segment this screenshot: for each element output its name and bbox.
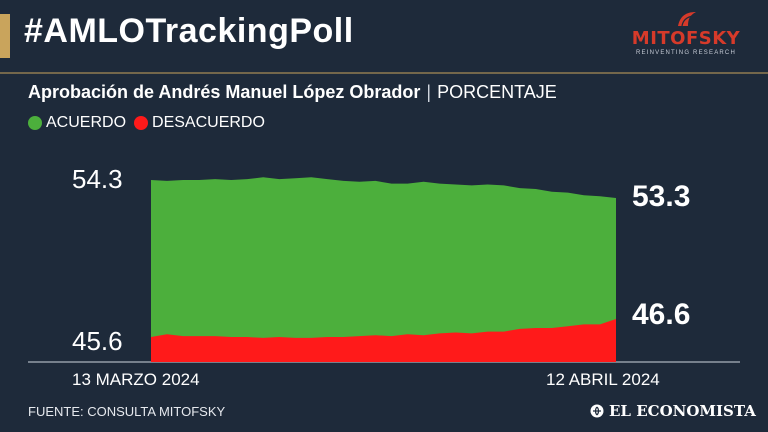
page-title: #AMLOTrackingPoll bbox=[24, 12, 354, 50]
chart-areas bbox=[151, 177, 616, 362]
x-start-label: 13 MARZO 2024 bbox=[72, 370, 200, 389]
y-bottom-label: 45.6 bbox=[72, 326, 123, 356]
el-economista-icon bbox=[590, 404, 604, 418]
end-value-desacuerdo: 46.6 bbox=[632, 298, 691, 331]
x-end-label: 12 ABRIL 2024 bbox=[546, 370, 660, 389]
legend-item-acuerdo: ACUERDO bbox=[28, 114, 126, 132]
legend-item-desacuerdo: DESACUERDO bbox=[134, 114, 265, 132]
subtitle-separator: | bbox=[426, 82, 432, 102]
mitofsky-logo: MITOFSKY REINVENTING RESEARCH bbox=[624, 10, 748, 62]
area-acuerdo bbox=[151, 177, 616, 362]
source-note: FUENTE: CONSULTA MITOFSKY bbox=[28, 404, 226, 419]
brand-text: EL ECONOMISTA bbox=[609, 402, 756, 420]
subtitle-main: Aprobación de Andrés Manuel López Obrado… bbox=[28, 82, 421, 102]
mitofsky-mark-icon bbox=[678, 12, 696, 27]
legend-dot-desacuerdo bbox=[134, 116, 149, 130]
legend-dot-acuerdo bbox=[28, 116, 42, 130]
legend-label-acuerdo: ACUERDO bbox=[46, 114, 127, 131]
header-divider bbox=[0, 72, 768, 74]
logo-text: MITOFSKY bbox=[631, 28, 741, 49]
legend: ACUERDO DESACUERDO bbox=[28, 114, 273, 132]
el-economista-brand: EL ECONOMISTA bbox=[590, 402, 756, 420]
chart-subtitle: Aprobación de Andrés Manuel López Obrado… bbox=[28, 82, 557, 103]
legend-label-desacuerdo: DESACUERDO bbox=[152, 114, 265, 131]
logo-tagline: REINVENTING RESEARCH bbox=[635, 50, 736, 56]
accent-bar bbox=[0, 14, 10, 58]
end-value-acuerdo: 53.3 bbox=[632, 180, 691, 213]
y-top-label: 54.3 bbox=[72, 164, 123, 194]
area-desacuerdo bbox=[151, 319, 616, 362]
subtitle-unit: PORCENTAJE bbox=[437, 82, 557, 102]
header: #AMLOTrackingPoll MITOFSKY REINVENTING R… bbox=[0, 0, 768, 72]
